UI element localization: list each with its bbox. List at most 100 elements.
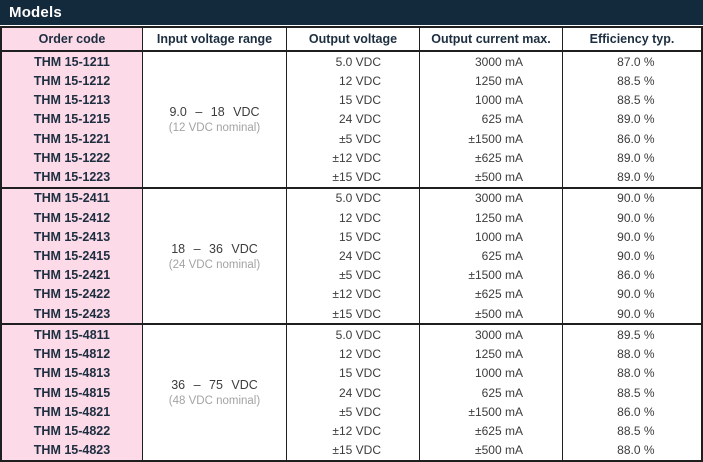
input-range-column: 18 – 36 VDC (24 VDC nominal) bbox=[143, 188, 287, 324]
efficiency-cell: 86.0 % bbox=[563, 129, 701, 148]
output-current-cell: ±1500 mA bbox=[420, 402, 562, 421]
efficiency-column: 89.5 % 88.0 % 88.0 % 88.5 % 86.0 % 88.5 % 88.0… bbox=[563, 325, 701, 460]
output-current-cell: 1000 mA bbox=[420, 364, 562, 383]
model-group: THM 15-2411 THM 15-2412 THM 15-2413 THM 15-… bbox=[2, 188, 701, 326]
efficiency-value: 88.0 % bbox=[617, 443, 655, 458]
output-voltage-value: 12 VDC bbox=[338, 210, 381, 225]
efficiency-cell: 90.0 % bbox=[563, 246, 701, 265]
output-voltage-cell: 12 VDC bbox=[287, 71, 419, 90]
efficiency-cell: 89.0 % bbox=[563, 167, 701, 186]
output-voltage-cell: 5.0 VDC bbox=[287, 52, 419, 71]
efficiency-cell: 90.0 % bbox=[563, 285, 701, 304]
output-current-value: 3000 mA bbox=[474, 54, 523, 69]
output-current-value: ±500 mA bbox=[475, 306, 523, 321]
output-current-cell: 1000 mA bbox=[420, 227, 562, 246]
order-code-cell: THM 15-1221 bbox=[2, 128, 142, 149]
order-code-cell: THM 15-2413 bbox=[2, 227, 142, 247]
output-voltage-value: 15 VDC bbox=[338, 229, 381, 244]
header-order-code: Order code bbox=[2, 28, 143, 50]
efficiency-value: 90.0 % bbox=[617, 191, 655, 206]
model-group: THM 15-1211 THM 15-1212 THM 15-1213 THM 15-… bbox=[2, 52, 701, 189]
efficiency-cell: 88.5 % bbox=[563, 71, 701, 90]
output-current-value: 625 mA bbox=[481, 248, 523, 263]
efficiency-column: 87.0 % 88.5 % 88.5 % 89.0 % 86.0 % 89.0 % 89.0… bbox=[563, 52, 701, 187]
output-voltage-column: 5.0 VDC 12 VDC 15 VDC 24 VDC ±5 VDC ±12 VDC ±1… bbox=[287, 52, 420, 187]
output-current-value: 625 mA bbox=[481, 385, 523, 400]
output-current-value: ±500 mA bbox=[475, 443, 523, 458]
efficiency-value: 86.0 % bbox=[617, 404, 655, 419]
efficiency-cell: 89.0 % bbox=[563, 110, 701, 129]
output-voltage-value: ±5 VDC bbox=[339, 268, 381, 283]
efficiency-value: 90.0 % bbox=[617, 306, 655, 321]
output-voltage-value: 15 VDC bbox=[338, 93, 381, 108]
output-current-cell: 3000 mA bbox=[420, 325, 562, 344]
efficiency-value: 90.0 % bbox=[617, 287, 655, 302]
header-input-voltage-range: Input voltage range bbox=[143, 28, 287, 50]
header-output-current-max: Output current max. bbox=[420, 28, 563, 50]
output-voltage-cell: ±15 VDC bbox=[287, 167, 419, 186]
output-current-value: 1250 mA bbox=[474, 210, 523, 225]
output-current-value: 625 mA bbox=[481, 112, 523, 127]
models-table: Order code Input voltage range Output vo… bbox=[0, 26, 703, 462]
output-current-value: ±625 mA bbox=[475, 150, 523, 165]
efficiency-cell: 90.0 % bbox=[563, 208, 701, 227]
efficiency-cell: 90.0 % bbox=[563, 189, 701, 208]
output-voltage-cell: 12 VDC bbox=[287, 208, 419, 227]
section-title: Models bbox=[9, 4, 62, 21]
output-current-value: ±625 mA bbox=[475, 424, 523, 439]
input-range-value: 36 – 75 VDC bbox=[171, 378, 258, 393]
output-voltage-cell: 15 VDC bbox=[287, 90, 419, 109]
order-code-cell: THM 15-1212 bbox=[2, 71, 142, 91]
output-voltage-value: ±15 VDC bbox=[332, 170, 381, 185]
efficiency-value: 89.0 % bbox=[617, 112, 655, 127]
output-voltage-cell: 15 VDC bbox=[287, 364, 419, 383]
output-voltage-cell: 24 VDC bbox=[287, 246, 419, 265]
output-current-cell: 625 mA bbox=[420, 246, 562, 265]
output-voltage-cell: ±12 VDC bbox=[287, 285, 419, 304]
output-voltage-cell: 12 VDC bbox=[287, 345, 419, 364]
order-code-cell: THM 15-1222 bbox=[2, 148, 142, 168]
order-code-column: THM 15-4811 THM 15-4812 THM 15-4813 THM 15-… bbox=[2, 325, 143, 461]
input-nominal-value: (12 VDC nominal) bbox=[168, 121, 261, 134]
efficiency-value: 90.0 % bbox=[617, 229, 655, 244]
output-current-value: ±1500 mA bbox=[468, 131, 523, 146]
efficiency-value: 90.0 % bbox=[617, 210, 655, 225]
order-code-cell: THM 15-4811 bbox=[2, 325, 142, 345]
output-current-cell: ±500 mA bbox=[420, 441, 562, 460]
output-voltage-cell: ±5 VDC bbox=[287, 266, 419, 285]
order-code-cell: THM 15-2415 bbox=[2, 246, 142, 266]
efficiency-value: 86.0 % bbox=[617, 131, 655, 146]
input-range-column: 36 – 75 VDC (48 VDC nominal) bbox=[143, 325, 287, 461]
input-range-value: 9.0 – 18 VDC bbox=[169, 104, 260, 119]
output-voltage-value: 15 VDC bbox=[338, 366, 381, 381]
order-code-cell: THM 15-4813 bbox=[2, 363, 142, 384]
output-voltage-value: 24 VDC bbox=[338, 112, 381, 127]
efficiency-value: 89.5 % bbox=[617, 327, 655, 342]
efficiency-cell: 88.5 % bbox=[563, 383, 701, 402]
output-voltage-cell: ±5 VDC bbox=[287, 402, 419, 421]
efficiency-cell: 89.0 % bbox=[563, 148, 701, 167]
output-voltage-value: ±12 VDC bbox=[332, 150, 381, 165]
output-current-cell: 1250 mA bbox=[420, 71, 562, 90]
output-voltage-value: ±5 VDC bbox=[339, 404, 381, 419]
output-voltage-cell: ±15 VDC bbox=[287, 441, 419, 460]
output-current-cell: ±1500 mA bbox=[420, 129, 562, 148]
header-efficiency-typ: Efficiency typ. bbox=[589, 32, 675, 46]
order-code-cell: THM 15-1213 bbox=[2, 90, 142, 110]
output-current-cell: 1000 mA bbox=[420, 90, 562, 109]
output-current-cell: ±500 mA bbox=[420, 167, 562, 186]
output-current-value: 3000 mA bbox=[474, 327, 523, 342]
efficiency-cell: 90.0 % bbox=[563, 227, 701, 246]
input-range-value: 18 – 36 VDC bbox=[171, 241, 258, 256]
output-current-value: ±1500 mA bbox=[468, 404, 523, 419]
efficiency-value: 87.0 % bbox=[617, 54, 655, 69]
output-voltage-value: 24 VDC bbox=[338, 385, 381, 400]
efficiency-cell: 88.5 % bbox=[563, 422, 701, 441]
order-code-cell: THM 15-4822 bbox=[2, 421, 142, 441]
output-voltage-value: ±15 VDC bbox=[332, 306, 381, 321]
efficiency-cell: 86.0 % bbox=[563, 402, 701, 421]
output-current-cell: 3000 mA bbox=[420, 189, 562, 208]
table-body: THM 15-1211 THM 15-1212 THM 15-1213 THM 15-… bbox=[2, 52, 701, 461]
order-code-cell: THM 15-2421 bbox=[2, 265, 142, 285]
output-current-value: 1000 mA bbox=[474, 93, 523, 108]
